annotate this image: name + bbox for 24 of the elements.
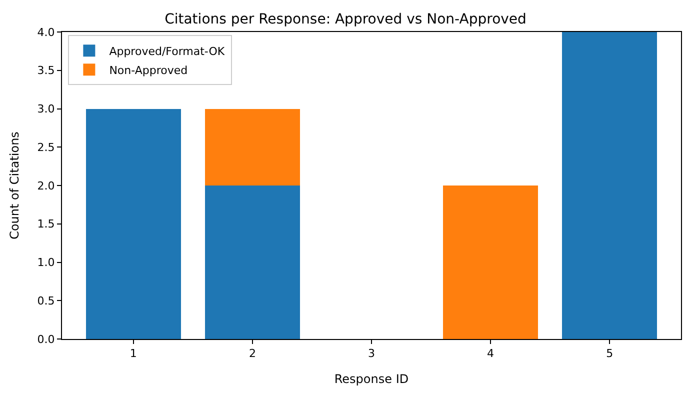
bar: [442, 186, 538, 339]
bar: [204, 186, 300, 339]
y-tick-label: 0.5: [37, 294, 55, 308]
x-tick-label: 3: [368, 347, 375, 360]
x-axis-title: Response ID: [334, 372, 409, 386]
y-tick-label: 2.5: [37, 140, 55, 154]
x-tick-label: 4: [487, 347, 494, 360]
y-tick-label: 1.5: [37, 218, 55, 231]
y-tick-label: 4.0: [37, 26, 55, 39]
legend-label: Approved/Format-OK: [109, 44, 226, 58]
y-tick-label: 3.5: [37, 64, 55, 78]
chart-title: Citations per Response: Approved vs Non-Approved: [164, 12, 526, 28]
legend-label: Non-Approved: [109, 64, 188, 77]
y-tick-label: 2.0: [37, 179, 55, 192]
y-tick-label: 1.0: [37, 256, 55, 270]
y-tick-label: 3.0: [37, 102, 55, 116]
bar: [204, 108, 300, 186]
x-tick-label: 5: [606, 347, 614, 360]
bar: [562, 32, 658, 339]
bar: [86, 108, 182, 339]
y-axis-title: Count of Citations: [8, 132, 22, 240]
x-tick-label: 1: [130, 347, 137, 360]
y-tick-label: 0.0: [37, 332, 55, 346]
x-tick-label: 2: [248, 347, 256, 360]
